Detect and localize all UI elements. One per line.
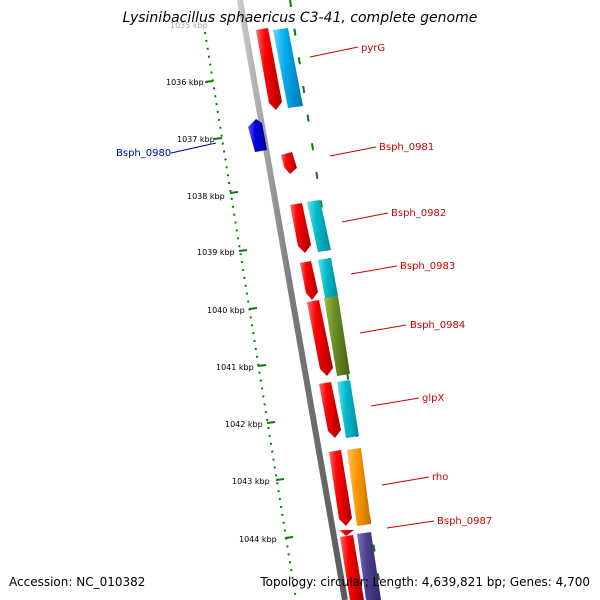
tick-label: 1037 kbp	[177, 135, 215, 144]
gene-label-bsph0981[interactable]: Bsph_0981	[379, 142, 434, 153]
gene-next-category	[357, 532, 381, 600]
gene-label-bsph0984[interactable]: Bsph_0984	[410, 320, 465, 331]
tick-label: 1043 kbp	[232, 477, 270, 486]
gene-label-bsph0982[interactable]: Bsph_0982	[391, 208, 446, 219]
tick-label: 1042 kbp	[225, 420, 263, 429]
category-track	[273, 28, 381, 600]
gene-bsph0982-category	[307, 200, 331, 252]
tick-label: 1041 kbp	[216, 363, 254, 372]
tick-label: 1035 kbp	[170, 21, 208, 30]
topology-text: Topology: circular; Length: 4,639,821 bp…	[259, 575, 590, 589]
gene-pyrG-cds[interactable]	[256, 28, 282, 110]
gene-label-bsph0983[interactable]: Bsph_0983	[400, 261, 455, 272]
tick-label: 1039 kbp	[197, 248, 235, 257]
gene-bsph0980-cds[interactable]	[248, 119, 267, 152]
forward-cds-track	[256, 28, 364, 600]
gene-rho-category	[347, 448, 371, 526]
major-ticks	[204, 80, 294, 539]
gene-bsph0983-category	[318, 258, 338, 298]
gene-bsph0981-cds[interactable]	[281, 152, 297, 174]
gene-glpX-cds[interactable]	[319, 382, 341, 438]
tick-label: 1036 kbp	[166, 78, 204, 87]
gene-bsph0984-category	[324, 296, 350, 376]
gene-pyrG-category	[273, 28, 303, 108]
tick-label: 1044 kbp	[239, 535, 277, 544]
gene-glpX-category	[337, 380, 359, 438]
gene-bsph0983-cds[interactable]	[300, 261, 318, 300]
gene-bsph0984-cds[interactable]	[307, 300, 333, 376]
tick-label: 1040 kbp	[207, 306, 245, 315]
map-title: Lysinibacillus sphaericus C3-41, complet…	[123, 10, 478, 26]
gene-label-bsph0987[interactable]: Bsph_0987	[437, 516, 492, 527]
gene-label-pyrG[interactable]: pyrG	[361, 43, 385, 54]
gene-rho-cds[interactable]	[329, 450, 352, 526]
gene-bsph0987-cds-head[interactable]	[339, 530, 354, 536]
gene-label-bsph0980[interactable]: Bsph_0980	[116, 148, 171, 159]
outer-tick-ring	[204, 31, 297, 600]
gene-bsph0982-cds[interactable]	[290, 203, 311, 253]
genome-backbone	[237, 0, 348, 600]
gene-label-glpX[interactable]: glpX	[422, 393, 444, 404]
accession-text: Accession: NC_010382	[9, 575, 145, 589]
gene-next-cds[interactable]	[340, 535, 364, 600]
callout-lines	[170, 46, 435, 529]
gene-label-rho[interactable]: rho	[432, 472, 448, 483]
tick-label: 1038 kbp	[187, 192, 225, 201]
